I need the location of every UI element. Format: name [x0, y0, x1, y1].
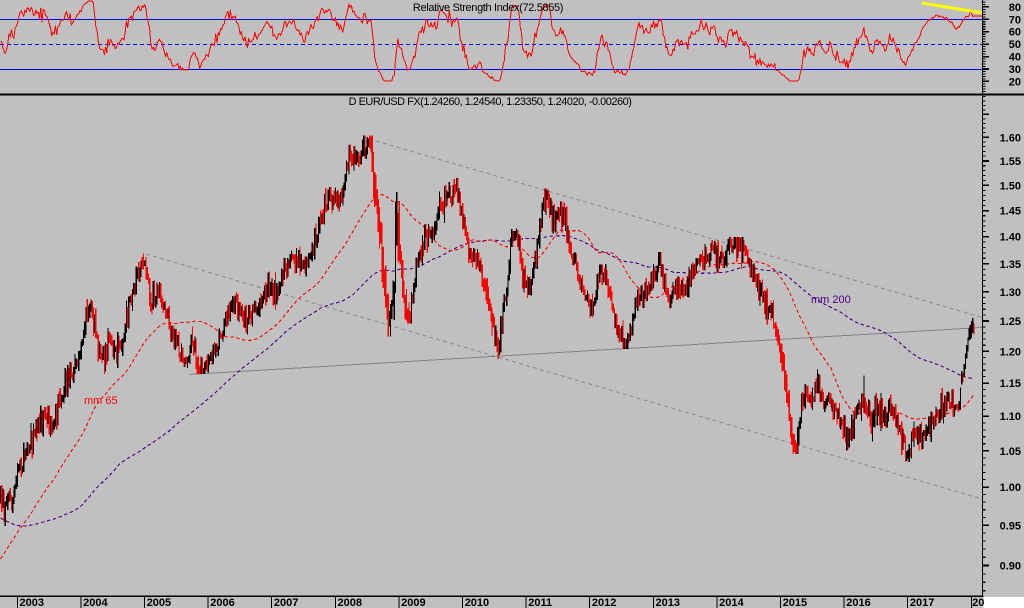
svg-text:40: 40: [1009, 52, 1021, 64]
svg-text:mm 200: mm 200: [811, 294, 851, 306]
svg-text:1.40: 1.40: [1000, 232, 1021, 244]
svg-text:Relative Strength Index(72.585: Relative Strength Index(72.5855): [413, 2, 563, 14]
svg-text:80: 80: [1009, 2, 1021, 14]
svg-text:2008: 2008: [338, 597, 362, 608]
svg-text:1.50: 1.50: [1000, 180, 1021, 192]
svg-text:1.00: 1.00: [1000, 482, 1021, 494]
svg-text:D EUR/USD FX(1.24260, 1.24540,: D EUR/USD FX(1.24260, 1.24540, 1.23350, …: [349, 96, 632, 108]
svg-text:1.55: 1.55: [1000, 156, 1021, 168]
svg-text:1.10: 1.10: [1000, 411, 1021, 423]
svg-text:20: 20: [1009, 76, 1021, 88]
svg-text:0.95: 0.95: [1000, 520, 1021, 532]
svg-text:1.20: 1.20: [1000, 346, 1021, 358]
svg-text:2007: 2007: [274, 597, 298, 608]
svg-text:2013: 2013: [656, 597, 680, 608]
svg-text:2017: 2017: [910, 597, 934, 608]
svg-text:1.05: 1.05: [1000, 446, 1021, 458]
svg-text:2012: 2012: [592, 597, 616, 608]
svg-text:1.35: 1.35: [1000, 259, 1021, 271]
svg-text:2015: 2015: [783, 597, 807, 608]
svg-text:1.45: 1.45: [1000, 206, 1021, 218]
svg-text:2003: 2003: [20, 597, 44, 608]
svg-text:20: 20: [972, 597, 984, 608]
svg-text:2014: 2014: [719, 597, 744, 608]
svg-text:70: 70: [1009, 14, 1021, 26]
svg-text:2010: 2010: [465, 597, 489, 608]
svg-text:2011: 2011: [528, 597, 552, 608]
svg-text:2016: 2016: [846, 597, 870, 608]
svg-text:2006: 2006: [210, 597, 234, 608]
svg-text:1.25: 1.25: [1000, 316, 1021, 328]
svg-text:1.60: 1.60: [1000, 132, 1021, 144]
svg-text:60: 60: [1009, 27, 1021, 39]
svg-text:2004: 2004: [83, 597, 108, 608]
svg-text:2009: 2009: [401, 597, 425, 608]
svg-text:30: 30: [1009, 64, 1021, 76]
svg-text:2005: 2005: [147, 597, 171, 608]
svg-text:0.90: 0.90: [1000, 561, 1021, 573]
svg-text:mm 65: mm 65: [84, 395, 118, 407]
svg-text:50: 50: [1009, 39, 1021, 51]
svg-text:1.15: 1.15: [1000, 378, 1021, 390]
svg-text:1.30: 1.30: [1000, 287, 1021, 299]
